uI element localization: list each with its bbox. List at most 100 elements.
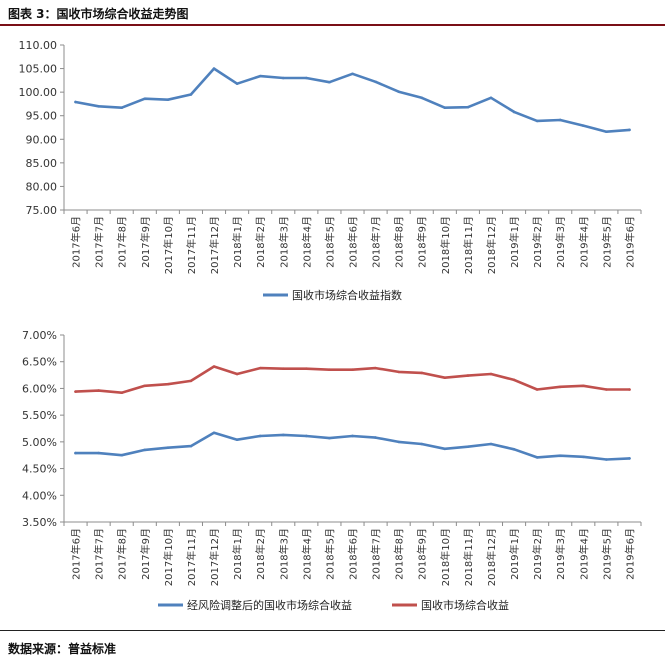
data-point — [512, 378, 516, 382]
y-tick-label: 6.00% — [22, 382, 57, 395]
y-tick-label: 90.00 — [26, 133, 58, 146]
x-tick-label: 2017年8月 — [116, 216, 129, 268]
data-point — [374, 366, 377, 370]
data-point — [351, 434, 354, 438]
data-point — [582, 124, 585, 127]
y-tick-label: 4.50% — [22, 463, 57, 476]
x-tick-label: 2019年2月 — [531, 528, 544, 580]
x-tick-label: 2017年12月 — [208, 528, 221, 586]
x-tick-label: 2018年9月 — [416, 528, 429, 580]
y-tick-label: 5.00% — [22, 436, 57, 449]
y-tick-label: 4.00% — [22, 489, 57, 502]
data-point — [166, 98, 170, 101]
data-source: 数据来源：普益标准 — [8, 642, 117, 656]
figure-title: 图表 3：国收市场综合收益走势图 — [8, 7, 189, 21]
data-point — [281, 433, 285, 437]
data-point — [328, 436, 331, 440]
data-point — [120, 106, 123, 109]
x-tick-label: 2018年11月 — [462, 528, 475, 586]
data-point — [443, 106, 447, 109]
data-point — [97, 389, 100, 392]
x-tick-label: 2019年4月 — [577, 216, 590, 268]
data-point — [397, 370, 400, 374]
data-point — [628, 128, 631, 132]
data-point — [443, 447, 447, 451]
x-tick-label: 2017年6月 — [70, 528, 83, 580]
x-tick-label: 2019年1月 — [508, 528, 521, 580]
x-tick-label: 2018年3月 — [277, 528, 290, 580]
data-point — [143, 97, 147, 101]
data-point — [212, 365, 216, 368]
data-point — [420, 96, 424, 100]
legend-label: 国收市场综合收益指数 — [292, 288, 402, 302]
y-tick-label: 6.50% — [22, 356, 57, 369]
data-point — [489, 372, 493, 376]
data-point — [466, 374, 470, 377]
data-point — [235, 438, 239, 442]
data-point — [143, 384, 147, 388]
x-tick-label: 2019年6月 — [623, 528, 636, 580]
series-line — [74, 67, 631, 133]
x-tick-label: 2017年11月 — [185, 216, 198, 274]
data-point — [74, 100, 77, 104]
data-point — [305, 76, 308, 80]
data-point — [605, 458, 608, 461]
data-point — [120, 391, 123, 395]
data-point — [235, 82, 239, 85]
x-tick-label: 2018年7月 — [370, 216, 383, 268]
data-point — [374, 80, 377, 84]
data-point — [558, 118, 562, 122]
data-point — [328, 80, 331, 84]
data-point — [235, 372, 239, 376]
data-point — [281, 76, 285, 80]
data-point — [558, 454, 562, 458]
data-point — [397, 440, 400, 444]
x-tick-label: 2018年12月 — [485, 216, 498, 274]
data-point — [351, 72, 354, 76]
x-tick-label: 2017年6月 — [70, 216, 83, 268]
y-tick-label: 95.00 — [26, 110, 58, 123]
x-tick-label: 2019年6月 — [623, 216, 636, 268]
x-tick-label: 2018年1月 — [231, 528, 244, 580]
data-point — [605, 130, 608, 134]
data-point — [535, 119, 539, 123]
data-point — [74, 390, 77, 393]
data-point — [328, 368, 331, 372]
y-tick-label: 100.00 — [19, 86, 58, 99]
y-tick-label: 110.00 — [19, 39, 58, 52]
data-point — [420, 442, 424, 446]
x-tick-label: 2017年9月 — [139, 528, 152, 580]
data-point — [466, 445, 470, 448]
x-tick-label: 2018年11月 — [462, 216, 475, 274]
x-tick-label: 2017年9月 — [139, 216, 152, 268]
x-tick-label: 2017年7月 — [93, 216, 106, 268]
data-point — [397, 90, 400, 93]
data-point — [97, 104, 100, 108]
data-point — [512, 448, 516, 451]
data-point — [305, 434, 308, 438]
x-tick-label: 2018年12月 — [485, 528, 498, 586]
y-tick-label: 75.00 — [26, 204, 58, 217]
title-divider — [0, 24, 665, 26]
data-point — [489, 96, 493, 100]
x-tick-label: 2018年10月 — [439, 528, 452, 586]
y-tick-label: 85.00 — [26, 157, 58, 170]
data-point — [582, 384, 585, 388]
x-tick-label: 2018年2月 — [254, 216, 267, 268]
data-point — [351, 368, 354, 372]
data-point — [189, 93, 193, 96]
data-point — [512, 110, 516, 114]
data-point — [420, 371, 424, 375]
data-point — [535, 456, 539, 459]
x-tick-label: 2019年2月 — [531, 216, 544, 268]
x-tick-label: 2018年6月 — [347, 528, 360, 580]
x-tick-label: 2019年3月 — [554, 216, 567, 268]
x-tick-label: 2018年8月 — [393, 216, 406, 268]
x-tick-label: 2018年4月 — [300, 528, 313, 580]
legend-label: 国收市场综合收益 — [421, 598, 509, 612]
data-point — [120, 453, 123, 457]
data-point — [258, 434, 262, 438]
x-tick-label: 2017年11月 — [185, 528, 198, 586]
x-tick-label: 2018年5月 — [323, 528, 336, 580]
